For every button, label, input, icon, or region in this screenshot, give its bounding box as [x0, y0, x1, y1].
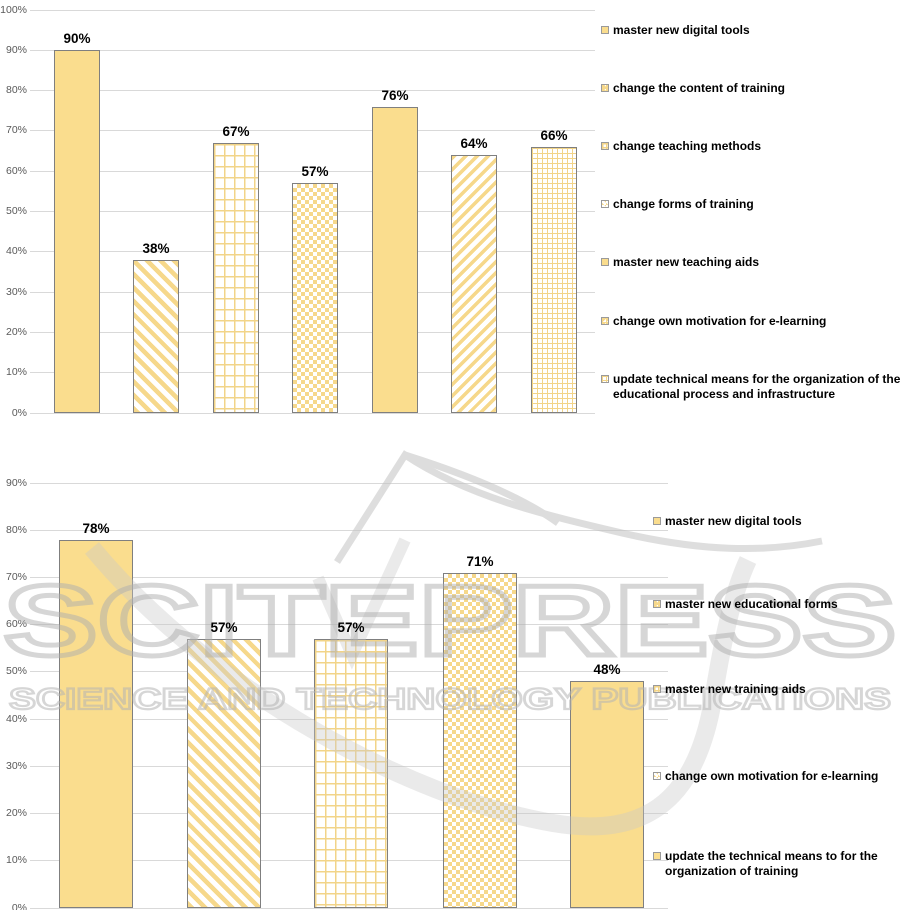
- y-tick-label-90: 90%: [5, 43, 27, 56]
- bar-value-label-change-own-motivation-for-e-learning: 64%: [460, 136, 488, 152]
- y-tick-label-30: 30%: [5, 759, 27, 772]
- legend-swatch-master-new-training-aids: [653, 685, 661, 693]
- gridline-0: [30, 907, 668, 909]
- legend-item-change-the-content-of-training: change the content of training: [613, 81, 786, 95]
- bar-change-teaching-methods: [213, 142, 259, 413]
- legend-swatch-change-the-content-of-training: [601, 84, 609, 92]
- bar-value-label-change-teaching-methods: 67%: [222, 123, 250, 139]
- y-tick-label-80: 80%: [5, 84, 27, 97]
- legend-swatch-update-technical-means-for-the-organizatio: [601, 375, 609, 383]
- legend-item-change-forms-of-training: change forms of training: [613, 197, 754, 211]
- bar-value-label-change-own-motivation-for-e-learning: 71%: [466, 553, 494, 569]
- bar-master-new-digital-tools: [54, 50, 100, 413]
- bar-update-technical-means-for-the-organizatio: [531, 147, 577, 413]
- bar-master-new-educational-forms: [187, 638, 261, 908]
- y-tick-label-20: 20%: [5, 807, 27, 820]
- bar-change-own-motivation-for-e-learning: [451, 155, 497, 413]
- y-tick-label-90: 90%: [5, 476, 27, 489]
- y-tick-label-70: 70%: [5, 124, 27, 137]
- y-tick-label-50: 50%: [5, 665, 27, 678]
- legend-item-master-new-training-aids: master new training aids: [665, 682, 806, 696]
- bar-master-new-digital-tools: [59, 539, 133, 908]
- legend-swatch-change-own-motivation-for-e-learning: [601, 317, 609, 325]
- y-tick-label-70: 70%: [5, 570, 27, 583]
- y-tick-label-30: 30%: [5, 285, 27, 298]
- y-tick-label-0: 0%: [11, 406, 27, 419]
- gridline-70: [30, 576, 668, 578]
- legend-item-change-own-motivation-for-e-learning: change own motivation for e-learning: [613, 314, 827, 328]
- legend-item-master-new-teaching-aids: master new teaching aids: [613, 255, 760, 269]
- bar-value-label-master-new-teaching-aids: 76%: [381, 87, 409, 103]
- y-tick-label-100: 100%: [0, 3, 27, 16]
- bar-value-label-master-new-educational-forms: 57%: [210, 619, 238, 635]
- y-tick-label-60: 60%: [5, 618, 27, 631]
- legend-item-update-technical-means-for-the-organizatio: update technical means for the organizat…: [613, 372, 901, 401]
- bar-update-the-technical-means-to-for-the-orga: [570, 681, 644, 908]
- bar-value-label-master-new-training-aids: 57%: [337, 619, 365, 635]
- gridline-100: [30, 9, 595, 11]
- gridline-80: [30, 90, 595, 92]
- bar-value-label-change-the-content-of-training: 38%: [142, 240, 170, 256]
- legend-swatch-master-new-teaching-aids: [601, 258, 609, 266]
- legend-swatch-change-teaching-methods: [601, 142, 609, 150]
- y-tick-label-40: 40%: [5, 712, 27, 725]
- bar-change-own-motivation-for-e-learning: [443, 572, 517, 908]
- gridline-60: [30, 170, 595, 172]
- legend-swatch-change-own-motivation-for-e-learning: [653, 772, 661, 780]
- bar-value-label-master-new-digital-tools: 78%: [82, 520, 110, 536]
- y-tick-label-10: 10%: [5, 366, 27, 379]
- legend-item-update-the-technical-means-to-for-the-orga: update the technical means to for the or…: [665, 849, 878, 878]
- bar-change-forms-of-training: [292, 183, 338, 413]
- legend-item-master-new-digital-tools: master new digital tools: [613, 23, 750, 37]
- legend-item-master-new-educational-forms: master new educational forms: [665, 597, 838, 611]
- y-tick-label-10: 10%: [5, 854, 27, 867]
- bar-change-the-content-of-training: [133, 259, 179, 413]
- y-tick-label-40: 40%: [5, 245, 27, 258]
- y-tick-label-50: 50%: [5, 205, 27, 217]
- bar-value-label-update-technical-means-for-the-organizatio: 66%: [540, 128, 568, 144]
- bar-value-label-update-the-technical-means-to-for-the-orga: 48%: [593, 662, 621, 678]
- gridline-0: [30, 412, 595, 414]
- gridline-70: [30, 130, 595, 132]
- legend-item-master-new-digital-tools: master new digital tools: [665, 514, 802, 528]
- legend-item-change-teaching-methods: change teaching methods: [613, 139, 762, 153]
- gridline-60: [30, 624, 668, 626]
- legend-swatch-master-new-digital-tools: [653, 517, 661, 525]
- legend-swatch-update-the-technical-means-to-for-the-orga: [653, 852, 661, 860]
- y-tick-label-0: 0%: [11, 901, 27, 910]
- legend-swatch-change-forms-of-training: [601, 200, 609, 208]
- bar-value-label-change-forms-of-training: 57%: [301, 164, 329, 180]
- bar-master-new-teaching-aids: [372, 106, 418, 413]
- gridline-90: [30, 482, 668, 484]
- legend-swatch-master-new-educational-forms: [653, 600, 661, 608]
- y-tick-label-80: 80%: [5, 523, 27, 536]
- bar-value-label-master-new-digital-tools: 90%: [63, 31, 91, 47]
- y-tick-label-20: 20%: [5, 325, 27, 338]
- bar-master-new-training-aids: [314, 638, 388, 908]
- gridline-90: [30, 49, 595, 51]
- y-tick-label-60: 60%: [5, 164, 27, 177]
- legend-item-change-own-motivation-for-e-learning: change own motivation for e-learning: [665, 769, 879, 783]
- legend-swatch-master-new-digital-tools: [601, 26, 609, 34]
